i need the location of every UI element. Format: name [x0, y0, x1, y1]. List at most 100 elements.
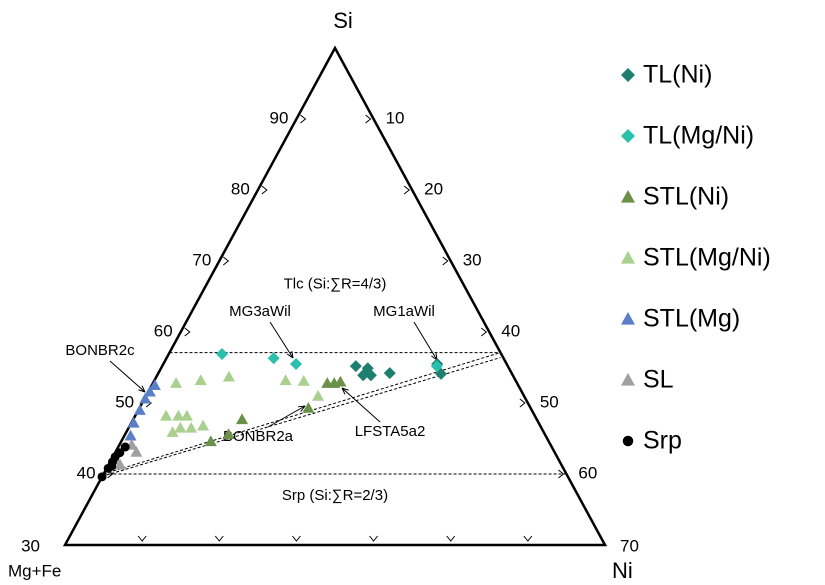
legend-label: TL(Mg/Ni) — [643, 122, 754, 150]
annotation: LFSTA5a2 — [355, 423, 426, 440]
marker — [204, 435, 217, 447]
bottom-tick-mark — [292, 535, 301, 542]
marker — [127, 416, 140, 428]
marker — [114, 458, 127, 470]
ni-tick-label: 40 — [501, 321, 520, 340]
marker — [435, 367, 448, 380]
marker — [267, 352, 280, 365]
tick-mark — [442, 256, 449, 266]
marker — [124, 429, 137, 441]
si-tick-label: 70 — [192, 250, 211, 269]
ni-tick-label: 50 — [540, 392, 559, 411]
marker — [222, 370, 235, 382]
legend-marker — [621, 190, 635, 203]
ni-tick-label: 70 — [620, 536, 639, 555]
annotation: MG3aWil — [229, 303, 291, 320]
arrow-head — [286, 351, 294, 359]
marker — [107, 461, 117, 471]
marker — [115, 448, 125, 458]
marker — [172, 409, 185, 421]
join-line — [106, 357, 501, 476]
ni-tick-label: 10 — [386, 108, 405, 127]
marker — [215, 348, 228, 361]
tie-label: Srp (Si:∑R=2/3) — [282, 487, 388, 504]
marker — [334, 375, 347, 387]
tick-mark — [184, 327, 191, 337]
top-label: Si — [333, 8, 353, 33]
tick-mark — [300, 114, 307, 124]
si-tick-label: 50 — [115, 392, 134, 411]
marker — [160, 409, 173, 421]
ni-tick-label: 60 — [578, 463, 597, 482]
marker — [170, 377, 183, 388]
marker — [180, 409, 193, 421]
legend-marker — [621, 312, 635, 325]
marker — [143, 385, 156, 397]
marker — [148, 379, 161, 391]
right-label: Ni — [612, 558, 633, 583]
bottom-tick-mark — [369, 535, 378, 542]
tick-mark — [519, 398, 526, 408]
legend-marker — [622, 435, 634, 447]
tick-mark — [365, 114, 372, 124]
marker — [185, 421, 198, 433]
marker — [97, 472, 107, 482]
si-tick-label: 90 — [270, 108, 289, 127]
arrow-head — [431, 353, 438, 361]
triangle — [62, 45, 608, 547]
annotation-arrow — [269, 321, 294, 359]
marker — [197, 419, 210, 431]
marker — [120, 442, 130, 452]
tick-mark — [558, 469, 565, 479]
si-tick-label: 80 — [231, 179, 250, 198]
bottom-tick-mark — [214, 535, 224, 542]
annotation-arrow — [341, 387, 381, 423]
marker — [174, 421, 187, 433]
marker — [133, 404, 146, 415]
legend-label: STL(Mg/Ni) — [643, 244, 771, 272]
tie-label: Tlc (Si:∑R=4/3) — [284, 276, 387, 293]
marker — [297, 374, 310, 386]
bottom-tick-mark — [446, 535, 456, 542]
legend-label: STL(Mg) — [643, 305, 740, 333]
legend-marker — [621, 251, 635, 264]
si-tick-label: 60 — [154, 321, 173, 340]
marker — [383, 367, 396, 380]
marker — [279, 374, 292, 386]
marker — [290, 357, 303, 370]
bottom-tick-mark — [137, 535, 147, 542]
legend-label: TL(Ni) — [643, 61, 712, 89]
annotation-arrow — [267, 405, 306, 428]
legend-label: Srp — [643, 427, 682, 455]
si-tick-label: 40 — [77, 463, 96, 482]
marker — [130, 445, 143, 457]
legend-marker — [621, 373, 635, 386]
ni-tick-label: 30 — [463, 250, 482, 269]
join-line — [103, 352, 501, 475]
tick-mark — [222, 256, 230, 266]
bottom-tick-mark — [523, 535, 533, 542]
marker — [430, 360, 443, 373]
annotation-arrow — [413, 321, 438, 361]
marker — [139, 392, 152, 404]
marker — [166, 426, 179, 437]
marker — [349, 360, 362, 373]
marker — [364, 369, 377, 382]
marker — [194, 374, 207, 386]
arrow-head — [138, 385, 146, 393]
marker — [312, 389, 325, 401]
si-tick-label: 30 — [21, 536, 40, 555]
marker — [302, 401, 315, 413]
legend-label: STL(Ni) — [643, 183, 729, 211]
annotation: BONBR2c — [65, 342, 135, 359]
tick-mark — [480, 327, 488, 337]
legend-label: SL — [643, 366, 674, 394]
tick-mark — [403, 185, 410, 195]
arrow-head — [297, 405, 306, 412]
ni-tick-label: 20 — [424, 179, 443, 198]
tick-mark — [261, 185, 268, 195]
annotation: MG1aWil — [373, 303, 435, 320]
legend-marker — [621, 129, 635, 143]
legend-marker — [621, 68, 635, 82]
